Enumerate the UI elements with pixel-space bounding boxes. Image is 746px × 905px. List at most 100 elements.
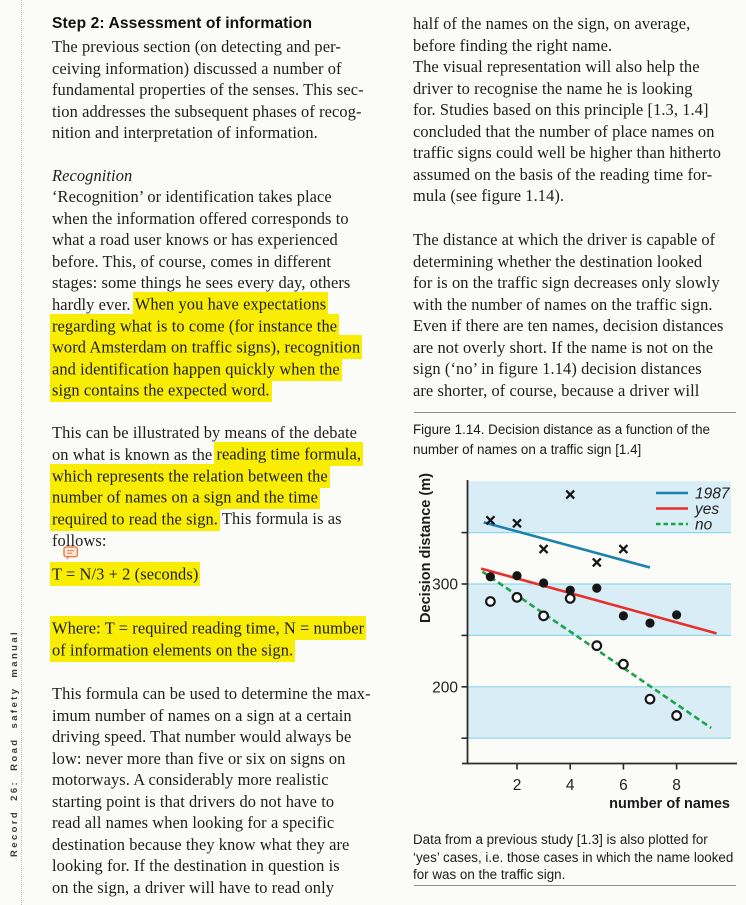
body-text: before finding the right name. [413, 35, 613, 55]
marker-dot-yes [565, 585, 575, 595]
body-text: concluded that the number of place names… [413, 121, 715, 141]
body-text: motorways. A considerably more realistic [52, 770, 329, 789]
p4-line: starting point is that drivers do not ha… [52, 791, 334, 813]
p3-line: This can be illustrated by means of the … [52, 422, 357, 444]
marker-dot-yes [592, 583, 602, 593]
highlighted-text: reading time formula, [214, 442, 364, 466]
p2-line: regarding what is to come (for instance … [50, 313, 340, 338]
body-text: with the number of names on the traffic … [413, 294, 713, 314]
recognition-subhead-line: Recognition [52, 165, 132, 187]
rp2-line: with the number of names on the traffic … [413, 294, 713, 316]
p1-line: fundamental properties of the senses. Th… [52, 79, 364, 101]
p2-line: when the information offered corresponds… [52, 208, 349, 230]
marker-circle-no [671, 710, 682, 721]
rp1-line: traffic signs could well be higher than … [413, 142, 721, 164]
marker-x-1987 [591, 557, 602, 568]
body-text: nition and interpretation of information… [52, 123, 318, 142]
p2-line: ‘Recognition’ or identification takes pl… [52, 186, 332, 208]
marker-x-1987 [512, 518, 522, 529]
p2-line: and identification happen quickly when t… [50, 356, 342, 381]
body-text: The previous section (on detecting and p… [52, 37, 341, 56]
body-text: are not overly short. If the name is not… [413, 337, 714, 357]
heading-line: Step 2: Assessment of information [52, 13, 312, 35]
body-text: driving speed. That number would always … [52, 727, 352, 746]
p4-line: on the sign, a driver will have to read … [52, 877, 334, 899]
p4-line: destination because they know what they … [52, 834, 349, 856]
rp1-line: before finding the right name. [413, 35, 612, 57]
body-text: traffic signs could well be higher than … [413, 143, 722, 162]
marker-dot-yes [485, 572, 495, 582]
rp1-line: driver to recognise the name he is looki… [413, 78, 693, 100]
body-text: before. This, of course, comes in differ… [52, 251, 332, 271]
rp2-line: are shorter, of course, because a driver… [413, 380, 699, 402]
marker-dot-yes [645, 618, 655, 628]
trendline-yes [480, 567, 717, 635]
body-text: imum number of names on a sign at a cert… [52, 705, 352, 725]
body-text: determining whether the destination look… [413, 251, 703, 271]
body-text: Recognition [52, 165, 133, 185]
highlighted-text: regarding what is to come (for instance … [50, 313, 340, 338]
body-text: This formula can be used to determine th… [52, 684, 371, 703]
p3-line: which represents the relation between th… [50, 463, 330, 488]
rp2-line: are not overly short. If the name is not… [413, 337, 713, 359]
p4-line: looking for. If the destination in quest… [52, 855, 340, 877]
rp1-line: for. Studies based on this principle [1.… [413, 99, 709, 121]
comment-bubble-icon[interactable] [63, 546, 79, 561]
marker-circle-no [564, 592, 576, 604]
spine-divider [21, 0, 22, 905]
highlighted-text: Where: T = required reading time, N = nu… [50, 616, 367, 640]
x-tick-label: 8 [672, 777, 681, 794]
p1-line: tion addresses the subsequent phases of … [52, 101, 362, 123]
body-text: ‘Recognition’ or identification takes pl… [52, 187, 332, 206]
body-text: The distance at which the driver is capa… [413, 230, 716, 249]
marker-dot-yes [672, 610, 682, 620]
marker-dot-yes [618, 611, 629, 621]
body-text: on what is known as the [52, 444, 217, 464]
body-text: Step 2: Assessment of information [52, 15, 313, 32]
marker-x-1987 [565, 489, 576, 500]
p2-line: word Amsterdam on traffic signs), recogn… [50, 335, 363, 359]
figure-caption-line: Figure 1.14. Decision distance as a func… [413, 422, 711, 437]
highlighted-text: number of names on a sign and the time [50, 485, 320, 509]
body-text: destination because they know what they … [52, 834, 350, 854]
highlighted-text: word Amsterdam on traffic signs), recogn… [50, 335, 363, 359]
body-text: read all names when looking for a specif… [52, 813, 335, 832]
body-text: for is on the traffic sign decreases onl… [413, 273, 720, 292]
rp2-line: Even if there are ten names, decision di… [413, 315, 724, 337]
rp1-line: assumed on the basis of the reading time… [413, 164, 712, 186]
trendline-1987 [483, 521, 651, 569]
right-text-column: half of the names on the sign, on averag… [413, 0, 738, 905]
body-text: ceiving information) discussed a number … [52, 58, 342, 78]
marker-circle-no [511, 591, 523, 603]
marker-circle-no [591, 640, 603, 652]
p3-line: follows: [52, 530, 107, 552]
p-where-line: of information elements on the sign. [50, 637, 296, 662]
body-text: for. Studies based on this principle [1.… [413, 100, 709, 119]
y-tick-label: 200 [432, 679, 458, 696]
marker-x-1987 [538, 544, 549, 554]
marker-circle-no [618, 658, 629, 670]
body-text: follows: [52, 530, 107, 550]
p3-line: number of names on a sign and the time [50, 485, 320, 509]
rp2-line: sign (‘no’ in figure 1.14) decision dist… [413, 358, 702, 380]
marker-x-1987 [485, 515, 496, 526]
body-text: This can be illustrated by means of the … [52, 423, 357, 442]
figure-note-line: for was on the traffic sign. [413, 867, 566, 882]
body-text: assumed on the basis of the reading time… [413, 164, 713, 184]
y-tick-label: 300 [432, 577, 458, 594]
rp1-line: The visual representation will also help… [413, 56, 700, 78]
highlighted-text: and identification happen quickly when t… [50, 356, 342, 381]
figure-bottom-rule [414, 885, 736, 886]
p2-line: before. This, of course, comes in differ… [52, 251, 331, 273]
body-text: This formula is as [218, 509, 342, 528]
marker-circle-no [485, 596, 496, 607]
body-text: fundamental properties of the senses. Th… [52, 80, 364, 99]
legend-label-no: no [695, 517, 713, 534]
x-tick-label: 2 [513, 777, 522, 794]
p2-line: sign contains the expected word. [50, 378, 272, 402]
rp1-line: half of the names on the sign, on averag… [413, 13, 690, 35]
body-text: sign (‘no’ in figure 1.14) decision dist… [413, 359, 702, 378]
p2-line: stages: some things he sees every day, o… [52, 272, 350, 294]
body-text: starting point is that drivers do not ha… [52, 791, 335, 811]
marker-circle-no [644, 693, 656, 705]
